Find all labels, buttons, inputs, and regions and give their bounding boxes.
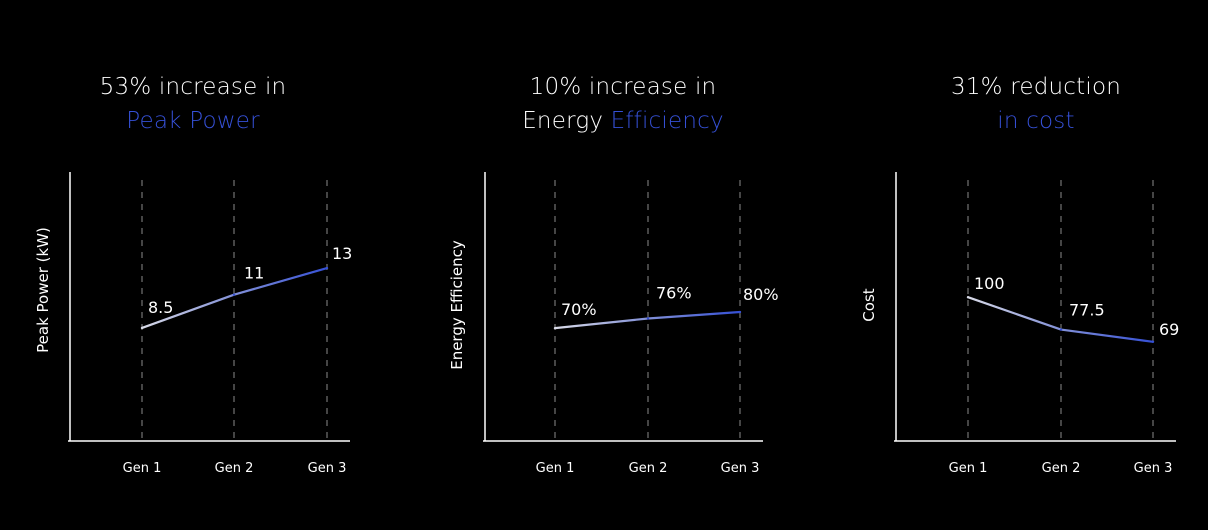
title-text: 10% increase in bbox=[529, 74, 717, 100]
x-tick-label: Gen 2 bbox=[215, 461, 254, 476]
title-line: 10% increase in bbox=[423, 70, 823, 104]
x-tick-label: Gen 2 bbox=[629, 461, 668, 476]
title-text: Energy bbox=[522, 108, 611, 134]
peak-power-chart: 53% increase in Peak Power Peak Power (kW… bbox=[0, 0, 403, 530]
data-label: 80% bbox=[743, 285, 779, 304]
energy-efficiency-chart: 10% increase in Energy Efficiency Energy … bbox=[403, 0, 806, 530]
chart-plot: Cost Gen 1 Gen 2 Gen 3 100 77.5 69 bbox=[860, 172, 1179, 476]
data-label: 100 bbox=[974, 274, 1005, 293]
title-line: Energy Efficiency bbox=[423, 104, 823, 138]
y-axis-label: Energy Efficiency bbox=[448, 240, 466, 370]
x-tick-label: Gen 2 bbox=[1042, 461, 1081, 476]
chart-title: 10% increase in Energy Efficiency bbox=[423, 70, 823, 138]
title-line: 53% increase in bbox=[0, 70, 393, 104]
data-point bbox=[553, 326, 557, 330]
y-axis-label: Peak Power (kW) bbox=[34, 227, 52, 353]
title-accent-text: Efficiency bbox=[610, 108, 724, 134]
x-tick-label: Gen 3 bbox=[721, 461, 760, 476]
title-accent-text: Peak Power bbox=[126, 108, 260, 134]
data-point bbox=[646, 317, 650, 320]
data-label: 69 bbox=[1159, 320, 1179, 339]
data-label: 13 bbox=[332, 244, 352, 263]
chart-title: 31% reduction in cost bbox=[836, 70, 1208, 138]
title-text: 31% reduction bbox=[950, 74, 1121, 100]
title-line: in cost bbox=[836, 104, 1208, 138]
chart-plot: Energy Efficiency Gen 1 Gen 2 Gen 3 70% 76% 80… bbox=[448, 172, 779, 476]
x-tick-label: Gen 1 bbox=[536, 461, 575, 476]
data-label: 70% bbox=[561, 300, 597, 319]
y-axis-label: Cost bbox=[860, 288, 878, 321]
data-point bbox=[738, 310, 742, 314]
chart-title: 53% increase in Peak Power bbox=[0, 70, 393, 138]
chart-plot: Peak Power (kW) Gen 1 Gen 2 Gen 3 8.5 11 13 bbox=[34, 172, 352, 476]
x-tick-label: Gen 1 bbox=[949, 461, 988, 476]
data-point bbox=[140, 326, 144, 330]
title-accent-text: in cost bbox=[997, 108, 1075, 134]
data-point bbox=[1059, 328, 1063, 331]
data-point bbox=[1151, 340, 1155, 343]
title-text: 53% increase in bbox=[99, 74, 287, 100]
data-label: 76% bbox=[656, 283, 692, 302]
title-line: 31% reduction bbox=[836, 70, 1208, 104]
x-tick-label: Gen 1 bbox=[123, 461, 162, 476]
data-point bbox=[325, 266, 329, 270]
data-label: 11 bbox=[244, 264, 264, 283]
data-point bbox=[232, 293, 236, 296]
data-point bbox=[966, 296, 970, 299]
cost-chart: 31% reduction in cost Cost Gen 1 Gen 2 Gen 3… bbox=[806, 0, 1208, 530]
data-label: 77.5 bbox=[1069, 301, 1105, 320]
data-label: 8.5 bbox=[148, 298, 173, 317]
x-tick-label: Gen 3 bbox=[1134, 461, 1173, 476]
title-line: Peak Power bbox=[0, 104, 393, 138]
x-tick-label: Gen 3 bbox=[308, 461, 347, 476]
